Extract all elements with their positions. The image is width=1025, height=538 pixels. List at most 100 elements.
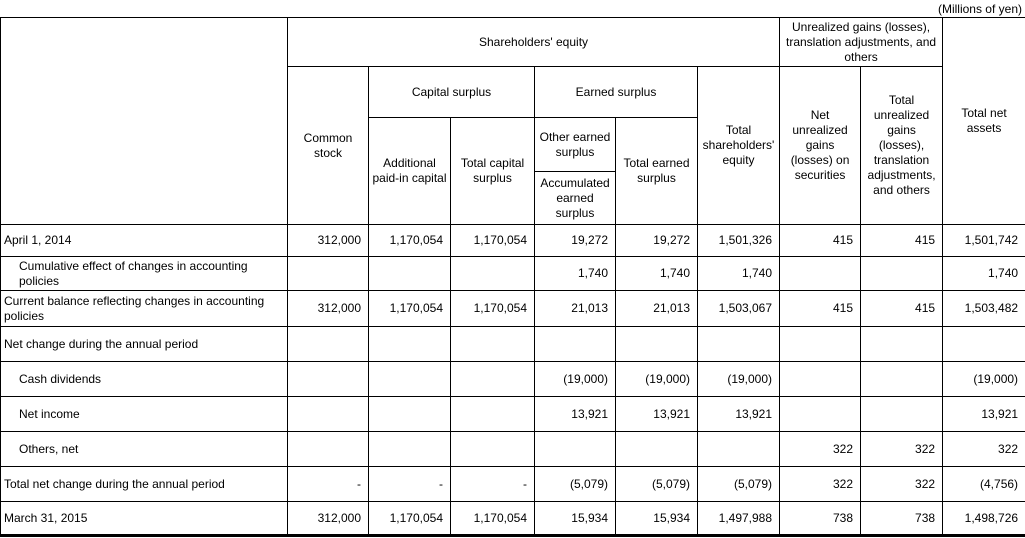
row-label: April 1, 2014 [0,224,288,257]
col-group-earned-surplus: Earned surplus [534,66,698,118]
cell-total-shareholders-equity [696,326,781,362]
cell-common-stock: 312,000 [287,290,369,327]
row-label: Others, net [0,431,288,467]
table-row-net-change-period: Net change during the annual period [0,326,1025,362]
cell-total-net-assets: 322 [942,431,1025,467]
cell-additional-paid-in-capital [368,326,451,362]
cell-total-shareholders-equity [696,431,781,467]
cell-total-unrealized-gains: 322 [860,466,944,502]
table-row-total-net-change: Total net change during the annual perio… [0,466,1025,502]
cell-total-unrealized-gains [860,396,944,432]
cell-net-unrealized-gains: 415 [779,290,862,327]
cell-total-net-assets: 1,498,726 [942,501,1025,536]
cell-total-unrealized-gains: 322 [860,431,944,467]
cell-total-earned-surplus: 1,740 [615,256,698,291]
cell-total-earned-surplus: 15,934 [615,501,698,536]
header-row-4: Accumulated earned surplus [1,171,1025,225]
cell-net-unrealized-gains: 415 [779,224,862,257]
cell-accumulated-earned-surplus: 19,272 [534,224,616,257]
cell-additional-paid-in-capital: 1,170,054 [368,224,451,257]
cell-total-unrealized-gains: 415 [860,290,944,327]
cell-accumulated-earned-surplus [534,431,616,467]
cell-common-stock: - [287,466,369,502]
cell-total-net-assets: (4,756) [942,466,1025,502]
table-row-current-balance: Current balance reflecting changes in ac… [0,290,1025,327]
row-label: Cash dividends [0,361,288,397]
cell-accumulated-earned-surplus [534,326,616,362]
cell-common-stock: 312,000 [287,501,369,536]
col-header-net-unrealized-gains-securities: Net unrealized gains (losses) on securit… [779,66,862,225]
cell-net-unrealized-gains [779,396,862,432]
cell-total-net-assets: 13,921 [942,396,1025,432]
row-label: March 31, 2015 [0,501,288,536]
cell-common-stock [287,256,369,291]
row-label: Net income [0,396,288,432]
cell-total-capital-surplus [450,396,535,432]
cell-total-net-assets: 1,501,742 [942,224,1025,257]
table-row-cumulative-effect: Cumulative effect of changes in accounti… [0,256,1025,291]
cell-total-shareholders-equity: 1,497,988 [696,501,781,536]
cell-additional-paid-in-capital [368,396,451,432]
cell-total-unrealized-gains [860,326,944,362]
cell-additional-paid-in-capital [368,431,451,467]
col-group-shareholders-equity: Shareholders' equity [286,17,781,67]
cell-net-unrealized-gains [779,361,862,397]
cell-total-capital-surplus: - [450,466,535,502]
cell-total-shareholders-equity: 1,503,067 [696,290,781,327]
row-label: Cumulative effect of changes in accounti… [0,256,288,291]
cell-total-capital-surplus [450,256,535,291]
cell-common-stock [287,431,369,467]
row-label: Total net change during the annual perio… [0,466,288,502]
cell-common-stock: 312,000 [287,224,369,257]
cell-total-shareholders-equity: 1,740 [696,256,781,291]
col-header-common-stock: Common stock [287,66,369,225]
row-label: Current balance reflecting changes in ac… [0,290,288,327]
cell-total-net-assets: 1,503,482 [942,290,1025,327]
col-header-total-net-assets: Total net assets [942,17,1025,225]
table-row-april-1-2014: April 1, 2014 312,000 1,170,054 1,170,05… [0,224,1025,257]
cell-total-unrealized-gains: 738 [860,501,944,536]
cell-total-earned-surplus [615,326,698,362]
cell-total-net-assets [942,326,1025,362]
cell-common-stock [287,361,369,397]
cell-total-capital-surplus: 1,170,054 [450,501,535,536]
cell-total-net-assets: 1,740 [942,256,1025,291]
col-header-total-unrealized-gains: Total unrealized gains (losses), transla… [860,66,944,225]
cell-net-unrealized-gains: 738 [779,501,862,536]
table-row-net-income: Net income 13,921 13,921 13,921 13,921 [0,396,1025,432]
cell-additional-paid-in-capital [368,256,451,291]
cell-total-shareholders-equity: (19,000) [696,361,781,397]
col-header-accumulated-earned-surplus: Accumulated earned surplus [534,171,616,225]
cell-net-unrealized-gains: 322 [779,466,862,502]
unit-note: (Millions of yen) [937,2,1022,16]
cell-total-earned-surplus: 13,921 [615,396,698,432]
cell-total-shareholders-equity: (5,079) [696,466,781,502]
cell-total-capital-surplus [450,326,535,362]
cell-total-net-assets: (19,000) [942,361,1025,397]
cell-total-earned-surplus [615,431,698,467]
cell-net-unrealized-gains [779,256,862,291]
col-group-capital-surplus: Capital surplus [368,66,535,118]
cell-common-stock [287,396,369,432]
row-label: Net change during the annual period [0,326,288,362]
cell-accumulated-earned-surplus: 21,013 [534,290,616,327]
cell-additional-paid-in-capital [368,361,451,397]
cell-total-capital-surplus: 1,170,054 [450,224,535,257]
col-header-additional-paid-in-capital: Additional paid-in capital [368,117,451,225]
cell-accumulated-earned-surplus: (19,000) [534,361,616,397]
cell-total-shareholders-equity: 13,921 [696,396,781,432]
cell-accumulated-earned-surplus: 1,740 [534,256,616,291]
col-header-other-earned-surplus: Other earned surplus [534,117,616,172]
cell-total-capital-surplus [450,361,535,397]
col-header-total-shareholders-equity: Total shareholders' equity [696,66,781,225]
cell-total-unrealized-gains [860,256,944,291]
cell-additional-paid-in-capital: 1,170,054 [368,290,451,327]
table-row-cash-dividends: Cash dividends (19,000) (19,000) (19,000… [0,361,1025,397]
cell-total-capital-surplus: 1,170,054 [450,290,535,327]
cell-accumulated-earned-surplus: 15,934 [534,501,616,536]
cell-additional-paid-in-capital: - [368,466,451,502]
changes-in-net-assets-table: Shareholders' equity Unrealized gains (l… [0,17,1025,537]
cell-total-capital-surplus [450,431,535,467]
cell-total-earned-surplus: (19,000) [615,361,698,397]
